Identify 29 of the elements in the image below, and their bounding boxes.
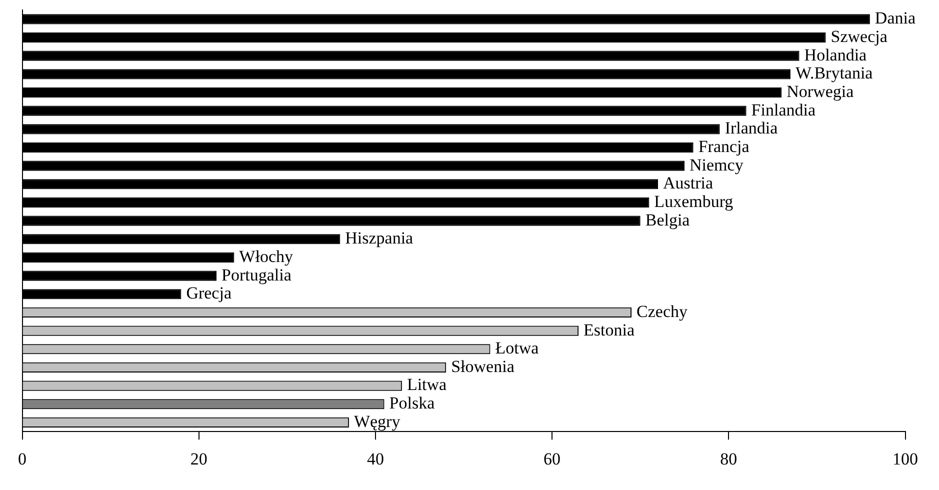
y-tick-label: Szwecja	[830, 26, 888, 46]
y-tick-label: Czechy	[636, 302, 688, 321]
y-tick-label: Norwegia	[786, 82, 854, 101]
y-tick-label: Luxemburg	[654, 192, 734, 211]
x-tick-label: 20	[190, 449, 208, 468]
y-tick-label: Finlandia	[751, 100, 816, 120]
y-tick-label: Dania	[874, 8, 916, 28]
y-tick-label: Polska	[389, 394, 436, 413]
y-tick-label: Austria	[663, 174, 714, 193]
y-tick-label: Irlandia	[724, 118, 778, 138]
y-tick-label: Słowenia	[451, 356, 515, 376]
x-tick-label: 60	[544, 449, 561, 468]
y-tick-label: Grecja	[186, 284, 232, 303]
y-tick-label: Litwa	[406, 375, 448, 394]
x-tick-label: 0	[18, 449, 26, 468]
y-tick-label: Portugalia	[222, 265, 292, 284]
y-tick-label: Estonia	[584, 320, 635, 340]
y-tick-label: Francja	[698, 136, 750, 156]
y-tick-label: Niemcy	[690, 155, 744, 174]
y-tick-label: W.Brytania	[795, 64, 874, 83]
y-tick-label: Holandia	[804, 45, 868, 64]
x-tick-label: 100	[892, 449, 918, 468]
x-tick-label: 40	[366, 449, 384, 468]
y-tick-label: Belgia	[645, 210, 690, 230]
y-tick-label: Łotwa	[495, 338, 540, 358]
y-tick-label: Hiszpania	[345, 228, 414, 248]
x-tick-label: 80	[720, 449, 738, 468]
y-tick-label: Włochy	[239, 246, 294, 266]
y-tick-label: Węgry	[354, 412, 401, 431]
